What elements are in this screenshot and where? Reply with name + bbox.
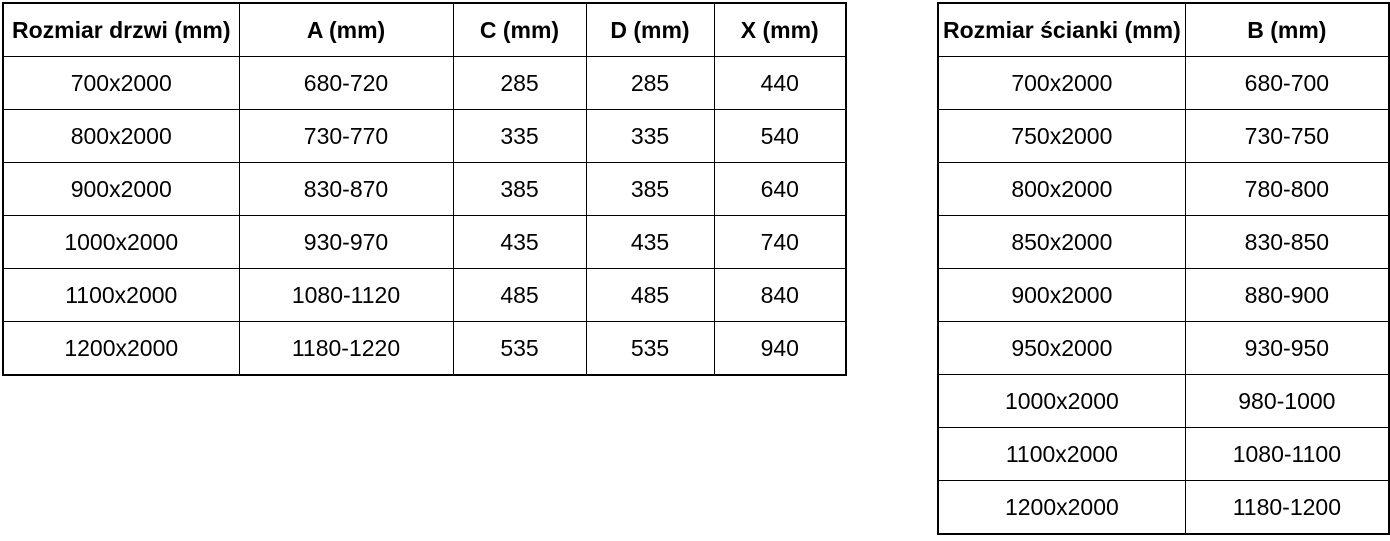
table-row: 1100x2000 1080-1120 485 485 840 bbox=[2, 268, 847, 322]
table-cell: 1080-1120 bbox=[238, 268, 454, 322]
table-cell: 950x2000 bbox=[937, 321, 1186, 375]
table-cell: 680-720 bbox=[238, 56, 454, 110]
table-row: 800x2000 730-770 335 335 540 bbox=[2, 109, 847, 163]
table-cell: 740 bbox=[713, 215, 847, 269]
table-cell: 440 bbox=[713, 56, 847, 110]
table-cell: 900x2000 bbox=[937, 268, 1186, 322]
table-row: 850x2000 830-850 bbox=[937, 215, 1390, 269]
column-header: X (mm) bbox=[713, 2, 847, 57]
door-table-header-row: Rozmiar drzwi (mm) A (mm) C (mm) D (mm) X (m… bbox=[2, 2, 847, 57]
column-header: Rozmiar ścianki (mm) bbox=[937, 2, 1186, 57]
table-cell: 930-950 bbox=[1184, 321, 1390, 375]
table-cell: 730-770 bbox=[238, 109, 454, 163]
table-cell: 335 bbox=[452, 109, 587, 163]
table-cell: 830-850 bbox=[1184, 215, 1390, 269]
table-cell: 680-700 bbox=[1184, 56, 1390, 110]
column-header: A (mm) bbox=[238, 2, 454, 57]
table-row: 1000x2000 980-1000 bbox=[937, 374, 1390, 428]
table-cell: 435 bbox=[585, 215, 715, 269]
table-cell: 385 bbox=[585, 162, 715, 216]
column-header: B (mm) bbox=[1184, 2, 1390, 57]
table-cell: 830-870 bbox=[238, 162, 454, 216]
table-row: 700x2000 680-700 bbox=[937, 56, 1390, 110]
table-cell: 800x2000 bbox=[937, 162, 1186, 216]
table-cell: 1100x2000 bbox=[937, 427, 1186, 481]
table-cell: 850x2000 bbox=[937, 215, 1186, 269]
table-cell: 840 bbox=[713, 268, 847, 322]
table-cell: 1000x2000 bbox=[937, 374, 1186, 428]
wall-panel-size-table-container: Rozmiar ścianki (mm) B (mm) 700x2000 680-7… bbox=[937, 2, 1390, 535]
table-cell: 335 bbox=[585, 109, 715, 163]
table-cell: 980-1000 bbox=[1184, 374, 1390, 428]
table-cell: 535 bbox=[452, 321, 587, 376]
table-cell: 930-970 bbox=[238, 215, 454, 269]
column-header: D (mm) bbox=[585, 2, 715, 57]
door-size-table-container: Rozmiar drzwi (mm) A (mm) C (mm) D (mm) X (m… bbox=[2, 2, 847, 376]
table-cell: 880-900 bbox=[1184, 268, 1390, 322]
table-cell: 940 bbox=[713, 321, 847, 376]
table-cell: 535 bbox=[585, 321, 715, 376]
table-cell: 385 bbox=[452, 162, 587, 216]
column-header: Rozmiar drzwi (mm) bbox=[2, 2, 240, 57]
door-size-table: Rozmiar drzwi (mm) A (mm) C (mm) D (mm) X (m… bbox=[2, 2, 847, 376]
table-cell: 700x2000 bbox=[937, 56, 1186, 110]
table-cell: 640 bbox=[713, 162, 847, 216]
table-cell: 435 bbox=[452, 215, 587, 269]
table-cell: 540 bbox=[713, 109, 847, 163]
table-cell: 780-800 bbox=[1184, 162, 1390, 216]
table-row: 800x2000 780-800 bbox=[937, 162, 1390, 216]
table-cell: 730-750 bbox=[1184, 109, 1390, 163]
table-cell: 285 bbox=[585, 56, 715, 110]
table-cell: 800x2000 bbox=[2, 109, 240, 163]
table-row: 1000x2000 930-970 435 435 740 bbox=[2, 215, 847, 269]
table-row: 1200x2000 1180-1220 535 535 940 bbox=[2, 321, 847, 376]
table-cell: 1080-1100 bbox=[1184, 427, 1390, 481]
table-row: 1100x2000 1080-1100 bbox=[937, 427, 1390, 481]
wall-table-header-row: Rozmiar ścianki (mm) B (mm) bbox=[937, 2, 1390, 57]
table-cell: 1180-1200 bbox=[1184, 480, 1390, 535]
table-cell: 485 bbox=[585, 268, 715, 322]
table-cell: 750x2000 bbox=[937, 109, 1186, 163]
table-cell: 1000x2000 bbox=[2, 215, 240, 269]
table-cell: 900x2000 bbox=[2, 162, 240, 216]
table-row: 900x2000 880-900 bbox=[937, 268, 1390, 322]
table-cell: 1180-1220 bbox=[238, 321, 454, 376]
table-row: 750x2000 730-750 bbox=[937, 109, 1390, 163]
table-row: 1200x2000 1180-1200 bbox=[937, 480, 1390, 535]
column-header: C (mm) bbox=[452, 2, 587, 57]
table-cell: 1200x2000 bbox=[937, 480, 1186, 535]
table-row: 900x2000 830-870 385 385 640 bbox=[2, 162, 847, 216]
table-cell: 1100x2000 bbox=[2, 268, 240, 322]
table-row: 950x2000 930-950 bbox=[937, 321, 1390, 375]
table-row: 700x2000 680-720 285 285 440 bbox=[2, 56, 847, 110]
table-cell: 285 bbox=[452, 56, 587, 110]
wall-panel-size-table: Rozmiar ścianki (mm) B (mm) 700x2000 680-7… bbox=[937, 2, 1390, 535]
table-cell: 1200x2000 bbox=[2, 321, 240, 376]
table-cell: 485 bbox=[452, 268, 587, 322]
table-cell: 700x2000 bbox=[2, 56, 240, 110]
